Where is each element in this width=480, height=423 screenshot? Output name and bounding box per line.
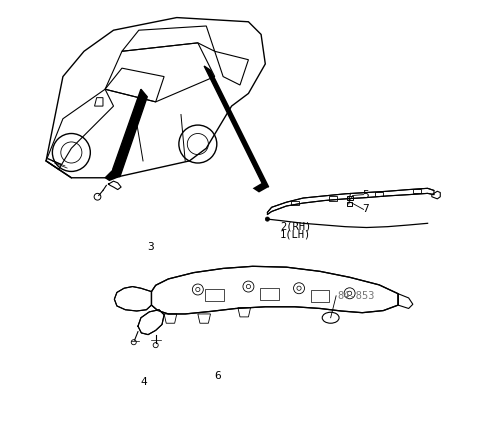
Bar bbox=[311, 290, 329, 302]
Text: 6: 6 bbox=[215, 371, 221, 381]
Polygon shape bbox=[138, 310, 164, 335]
Bar bbox=[329, 196, 336, 201]
Circle shape bbox=[265, 217, 269, 221]
Polygon shape bbox=[104, 169, 120, 181]
Bar bbox=[347, 196, 353, 200]
Text: 84-853: 84-853 bbox=[337, 291, 374, 301]
Polygon shape bbox=[114, 286, 152, 311]
Bar bbox=[205, 289, 224, 301]
Polygon shape bbox=[152, 266, 398, 314]
Text: 7: 7 bbox=[362, 204, 369, 214]
Bar bbox=[347, 202, 352, 206]
Bar bbox=[375, 192, 383, 196]
Text: 1(LH): 1(LH) bbox=[280, 230, 312, 240]
Polygon shape bbox=[113, 89, 147, 177]
Polygon shape bbox=[267, 188, 434, 214]
Bar bbox=[291, 201, 299, 205]
Polygon shape bbox=[204, 66, 269, 187]
Bar bbox=[413, 189, 421, 193]
Text: 3: 3 bbox=[147, 242, 154, 253]
Bar bbox=[260, 288, 279, 300]
Text: 2(RH): 2(RH) bbox=[280, 221, 312, 231]
Polygon shape bbox=[252, 183, 269, 192]
Text: 4: 4 bbox=[141, 377, 148, 387]
Text: 5: 5 bbox=[362, 190, 369, 200]
